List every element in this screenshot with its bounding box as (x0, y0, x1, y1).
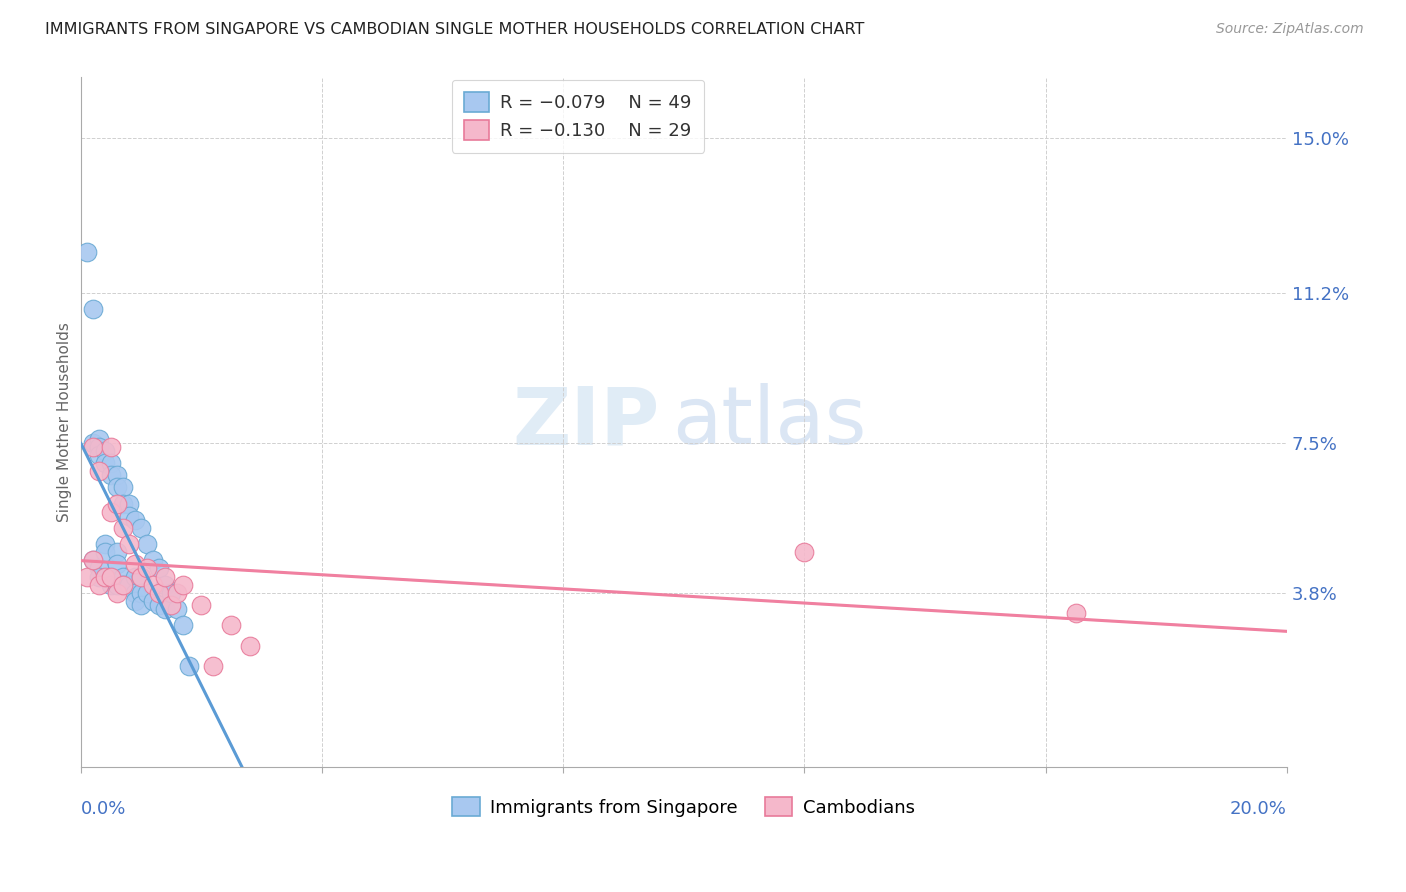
Point (82, 553, 104, 567)
Point (100, 569, 122, 583)
Point (100, 577, 122, 591)
Point (111, 577, 134, 591)
Point (142, 553, 165, 567)
Point (87, 569, 110, 583)
Point (87, 561, 110, 575)
Point (153, 569, 176, 583)
Point (202, 658, 225, 673)
Point (129, 569, 152, 583)
Point (124, 594, 146, 608)
Point (111, 569, 134, 583)
Point (172, 618, 194, 632)
Point (124, 558, 146, 572)
Point (129, 586, 152, 600)
Point (136, 561, 159, 575)
Point (179, 658, 201, 673)
Point (100, 456, 122, 470)
Point (160, 598, 183, 612)
Point (124, 513, 146, 527)
Point (87, 440, 110, 454)
Point (148, 598, 170, 612)
Point (153, 577, 176, 591)
Point (111, 577, 134, 591)
Point (160, 586, 183, 600)
Point (166, 602, 188, 616)
Point (221, 618, 243, 632)
Point (111, 521, 134, 535)
Point (166, 586, 188, 600)
Point (87, 448, 110, 462)
Point (94, 569, 117, 583)
Point (148, 586, 170, 600)
Point (87, 464, 110, 478)
Y-axis label: Single Mother Households: Single Mother Households (58, 322, 72, 523)
Point (142, 594, 165, 608)
Point (148, 561, 170, 575)
Point (105, 586, 128, 600)
Point (124, 586, 146, 600)
Point (100, 505, 122, 519)
Point (82, 440, 104, 454)
Point (105, 558, 128, 572)
Point (82, 301, 104, 316)
Text: atlas: atlas (672, 384, 866, 461)
Point (118, 537, 141, 551)
Text: Source: ZipAtlas.com: Source: ZipAtlas.com (1216, 22, 1364, 37)
Point (105, 480, 128, 494)
Point (111, 496, 134, 510)
Point (111, 480, 134, 494)
Point (94, 537, 117, 551)
Text: IMMIGRANTS FROM SINGAPORE VS CAMBODIAN SINGLE MOTHER HOUSEHOLDS CORRELATION CHAR: IMMIGRANTS FROM SINGAPORE VS CAMBODIAN S… (45, 22, 865, 37)
Point (153, 602, 176, 616)
Point (105, 468, 128, 483)
Point (100, 440, 122, 454)
Point (94, 456, 117, 470)
Text: 0.0%: 0.0% (80, 800, 127, 818)
Point (129, 521, 152, 535)
Legend: Immigrants from Singapore, Cambodians: Immigrants from Singapore, Cambodians (446, 789, 922, 824)
Point (238, 639, 260, 653)
Text: ZIP: ZIP (512, 384, 659, 461)
Point (129, 598, 152, 612)
Point (76, 244, 98, 259)
Point (94, 545, 117, 559)
Point (124, 569, 146, 583)
Point (87, 577, 110, 591)
Point (129, 569, 152, 583)
Point (82, 553, 104, 567)
Point (94, 443, 117, 458)
Point (105, 577, 128, 591)
Point (118, 496, 141, 510)
Point (136, 537, 159, 551)
Point (87, 432, 110, 446)
Point (100, 569, 122, 583)
Point (105, 545, 128, 559)
Point (142, 577, 165, 591)
Point (190, 598, 212, 612)
Text: 20.0%: 20.0% (1230, 800, 1286, 818)
Point (136, 586, 159, 600)
Point (82, 435, 104, 450)
Point (100, 468, 122, 483)
Point (172, 577, 194, 591)
Point (1064, 606, 1087, 620)
Point (76, 569, 98, 583)
Point (793, 545, 815, 559)
Point (118, 508, 141, 523)
Point (105, 496, 128, 510)
Point (118, 577, 141, 591)
